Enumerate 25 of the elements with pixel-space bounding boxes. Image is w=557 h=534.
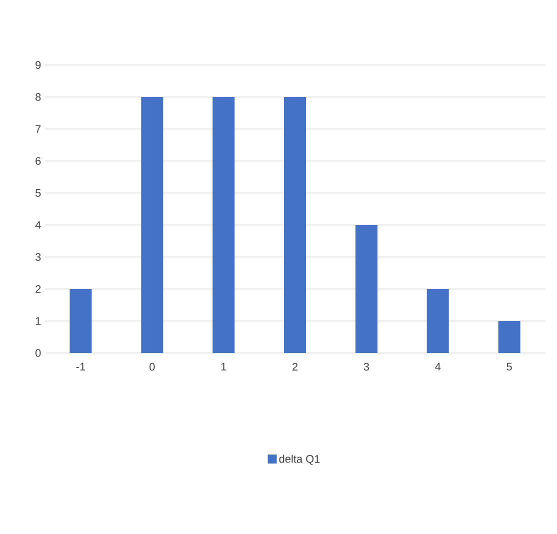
x-tick-label: -1	[76, 362, 86, 370]
y-tick-label: 5	[36, 189, 41, 197]
x-tick-label: 2	[292, 362, 298, 370]
bar	[355, 224, 378, 353]
y-tick-label: 8	[36, 93, 41, 101]
y-tick-label: 1	[36, 317, 41, 325]
legend-label: delta Q1	[279, 454, 320, 465]
y-tick-label: 7	[36, 125, 41, 133]
bar	[284, 96, 306, 353]
x-tick-label: 0	[150, 362, 155, 371]
y-tick-label: 3	[35, 253, 41, 261]
bar	[498, 320, 520, 353]
y-tick-label: 9	[36, 61, 41, 69]
y-tick-label: 6	[36, 157, 41, 165]
x-tick-label: 4	[435, 362, 441, 370]
y-tick-label: 2	[36, 285, 41, 293]
x-tick-label: 5	[506, 362, 512, 370]
bar	[212, 96, 235, 353]
bar	[141, 96, 164, 353]
x-tick-label: 3	[364, 362, 369, 371]
y-tick-label: 4	[35, 221, 41, 229]
y-tick-label: 0	[35, 349, 41, 357]
bar	[70, 288, 92, 353]
bar	[426, 288, 449, 353]
x-tick-label: 1	[221, 362, 226, 370]
